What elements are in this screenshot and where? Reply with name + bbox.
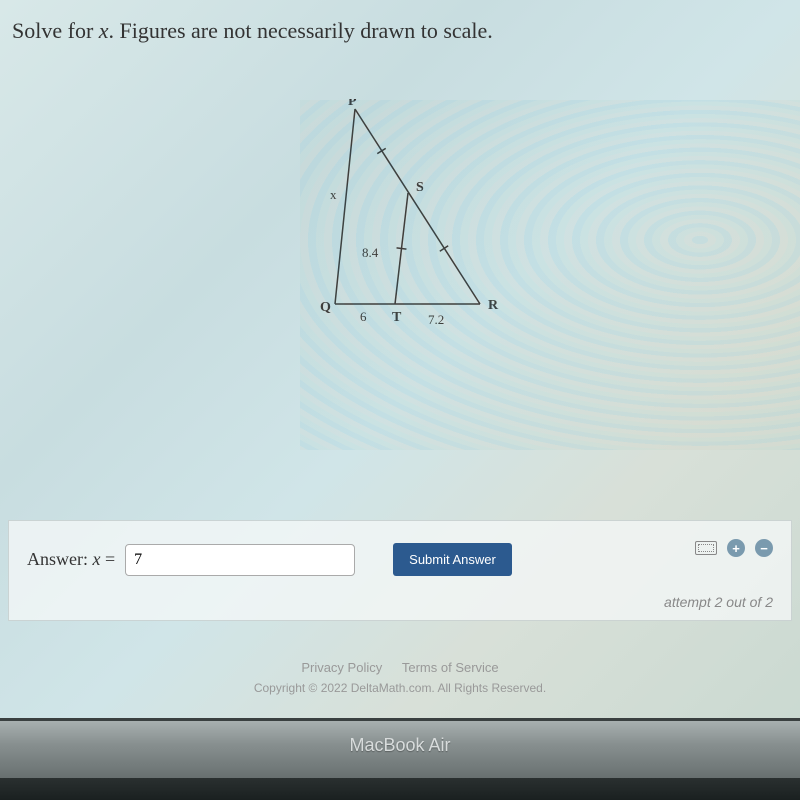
figure-container: P Q R S Tx 8.4 6 7.2 (0, 99, 800, 339)
panel-icons: + − (695, 539, 773, 557)
laptop-label: MacBook Air (0, 735, 800, 756)
question-suffix: . Figures are not necessarily drawn to s… (109, 18, 493, 43)
answer-prefix: Answer: (27, 549, 93, 569)
svg-text:Q: Q (320, 300, 331, 315)
svg-text:R: R (488, 298, 499, 313)
keyboard-edge (0, 778, 800, 800)
zoom-out-button[interactable]: − (755, 539, 773, 557)
triangle-figure: P Q R S Tx 8.4 6 7.2 (250, 99, 550, 339)
attempt-counter: attempt 2 out of 2 (664, 594, 773, 610)
question-text: Solve for x. Figures are not necessarily… (0, 0, 800, 44)
answer-equals: = (101, 549, 116, 569)
answer-variable: x (93, 549, 101, 569)
svg-text:S: S (416, 180, 424, 195)
keyboard-icon[interactable] (695, 541, 717, 555)
svg-text:6: 6 (360, 309, 367, 324)
answer-row: Answer: x = Submit Answer (27, 543, 773, 576)
svg-text:T: T (392, 310, 402, 325)
question-variable: x (99, 18, 109, 43)
privacy-link[interactable]: Privacy Policy (301, 660, 382, 675)
terms-link[interactable]: Terms of Service (402, 660, 499, 675)
svg-text:7.2: 7.2 (428, 312, 444, 327)
answer-panel: Answer: x = Submit Answer + − attempt 2 … (8, 520, 792, 621)
submit-answer-button[interactable]: Submit Answer (393, 543, 512, 576)
svg-text:P: P (348, 99, 357, 109)
zoom-in-button[interactable]: + (727, 539, 745, 557)
footer-copyright: Copyright © 2022 DeltaMath.com. All Righ… (0, 681, 800, 695)
footer-links: Privacy Policy Terms of Service (0, 660, 800, 675)
page-footer: Privacy Policy Terms of Service Copyrigh… (0, 660, 800, 695)
svg-text:x: x (330, 187, 337, 202)
answer-input[interactable] (125, 544, 355, 576)
answer-label: Answer: x = (27, 549, 115, 570)
question-prefix: Solve for (12, 18, 99, 43)
laptop-bezel: MacBook Air (0, 718, 800, 778)
svg-text:8.4: 8.4 (362, 245, 379, 260)
